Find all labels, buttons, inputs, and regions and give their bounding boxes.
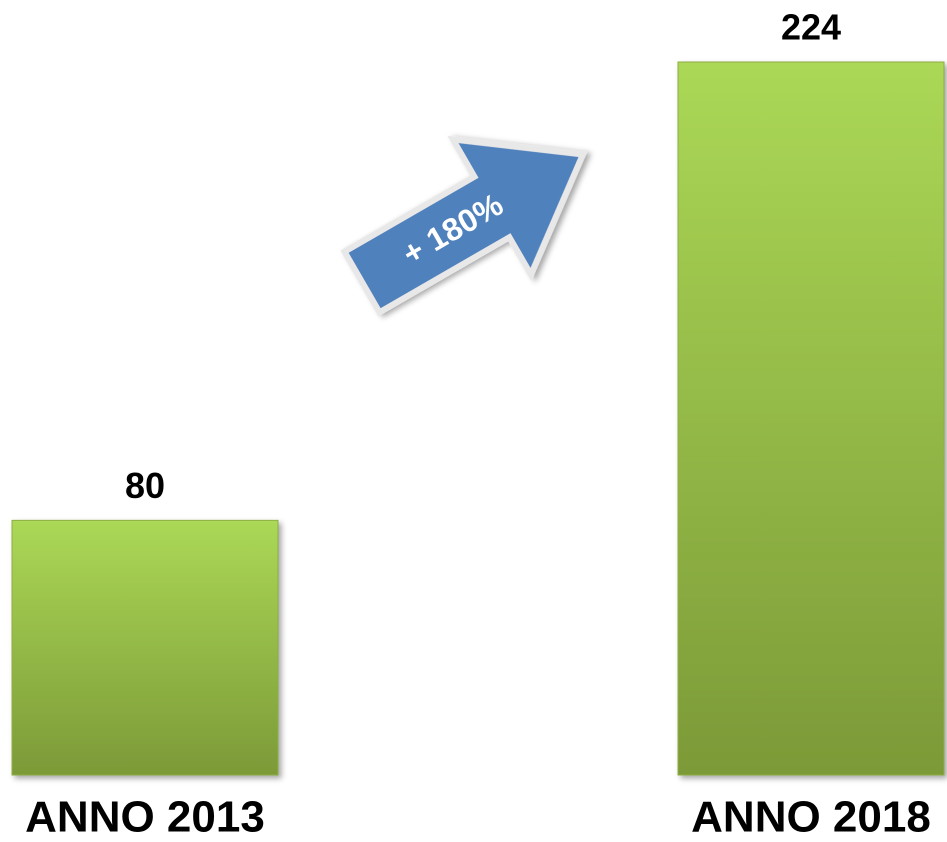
bar xyxy=(677,61,945,776)
category-label: ANNO 2018 xyxy=(691,793,931,842)
value-label: 80 xyxy=(125,465,165,506)
arrow-shape xyxy=(340,135,588,317)
category-label: ANNO 2013 xyxy=(25,793,265,842)
bar xyxy=(11,519,279,776)
value-label: 224 xyxy=(781,7,841,48)
growth-arrow: + 180% xyxy=(340,135,588,317)
